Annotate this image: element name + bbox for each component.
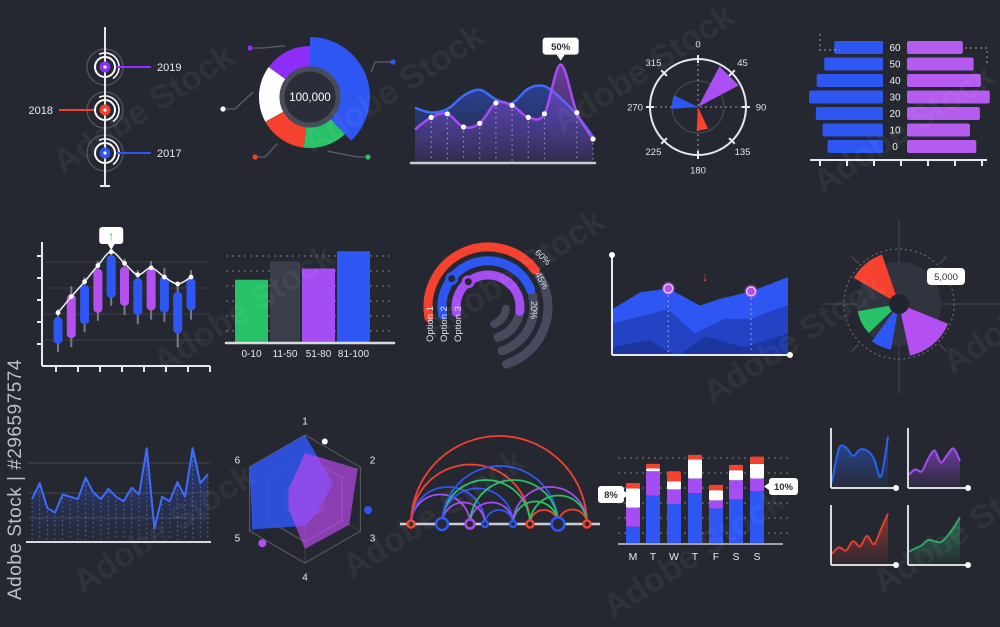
svg-text:135: 135 (735, 147, 751, 158)
svg-text:100,000: 100,000 (289, 92, 331, 104)
svg-text:↑: ↑ (108, 229, 114, 243)
svg-text:0-10: 0-10 (241, 349, 261, 360)
arc-diagram-chart (400, 435, 600, 539)
stock-image-canvas: { "background": "#262831", "watermark": … (5, 15, 1000, 600)
svg-text:M: M (629, 551, 638, 563)
dual-area-chart: 50% (405, 18, 600, 176)
polar-wedge-chart: 0 45 90 135 180 225 270 315 (618, 25, 790, 187)
svg-text:60: 60 (889, 43, 901, 54)
svg-text:45: 45 (737, 58, 748, 69)
svg-text:T: T (692, 551, 699, 563)
svg-text:Option 2: Option 2 (439, 306, 450, 342)
svg-text:2: 2 (370, 456, 376, 467)
column-chart: 0-10 11-50 51-80 81-100 (218, 238, 398, 366)
svg-text:180: 180 (690, 166, 706, 177)
svg-text:270: 270 (627, 103, 643, 114)
svg-text:1: 1 (302, 417, 308, 428)
svg-text:↓: ↓ (702, 269, 709, 284)
svg-text:F: F (713, 551, 719, 563)
donut-chart: 100,000 (215, 15, 405, 195)
candlestick-chart: ↑ (20, 226, 215, 384)
svg-text:51-80: 51-80 (306, 349, 332, 360)
watermark-side-text: Adobe Stock | #296597574 (5, 359, 26, 600)
svg-text:6: 6 (235, 456, 241, 467)
svg-text:5,000: 5,000 (934, 272, 958, 283)
svg-text:2017: 2017 (157, 148, 181, 160)
svg-text:Option 1: Option 1 (425, 306, 436, 342)
sparkline-chart (20, 430, 215, 556)
svg-text:Option 3: Option 3 (453, 306, 464, 342)
polar-area-chart: 5,000 (822, 220, 1000, 394)
svg-text:0: 0 (695, 40, 700, 51)
svg-text:10%: 10% (774, 482, 794, 493)
svg-text:40: 40 (889, 76, 901, 87)
svg-text:2019: 2019 (157, 62, 181, 74)
svg-text:0: 0 (892, 142, 898, 153)
timeline-chart: 2019 2018 2017 (29, 15, 210, 205)
svg-text:50: 50 (889, 60, 901, 71)
svg-text:90: 90 (756, 103, 767, 114)
radar-hexagon-chart: 1 2 3 4 5 6 (228, 406, 393, 590)
tornado-bar-chart: 60 50 40 30 20 10 0 (795, 20, 995, 175)
svg-text:225: 225 (646, 147, 662, 158)
svg-text:20%: 20% (529, 301, 539, 319)
svg-text:11-50: 11-50 (273, 349, 298, 360)
svg-text:50%: 50% (551, 42, 571, 53)
svg-text:S: S (732, 551, 739, 563)
svg-text:3: 3 (370, 534, 376, 545)
svg-text:8%: 8% (604, 490, 618, 501)
svg-text:315: 315 (646, 58, 662, 69)
svg-text:30: 30 (889, 93, 901, 104)
svg-text:2018: 2018 (29, 105, 53, 117)
small-multiples-charts (822, 420, 997, 575)
progress-rings-chart: 60% Option 1 45% Option 2 20% Option 3 (408, 232, 590, 380)
svg-text:T: T (650, 551, 657, 563)
svg-text:10: 10 (889, 126, 901, 137)
svg-text:4: 4 (302, 573, 308, 584)
layered-area-chart: ↓ (595, 232, 800, 378)
svg-text:S: S (753, 551, 760, 563)
svg-text:5: 5 (235, 534, 241, 545)
svg-text:W: W (669, 551, 679, 563)
svg-text:20: 20 (889, 109, 901, 120)
svg-text:81-100: 81-100 (338, 349, 370, 360)
stacked-bar-chart: M T W T F S S 8% 10% (598, 440, 798, 572)
